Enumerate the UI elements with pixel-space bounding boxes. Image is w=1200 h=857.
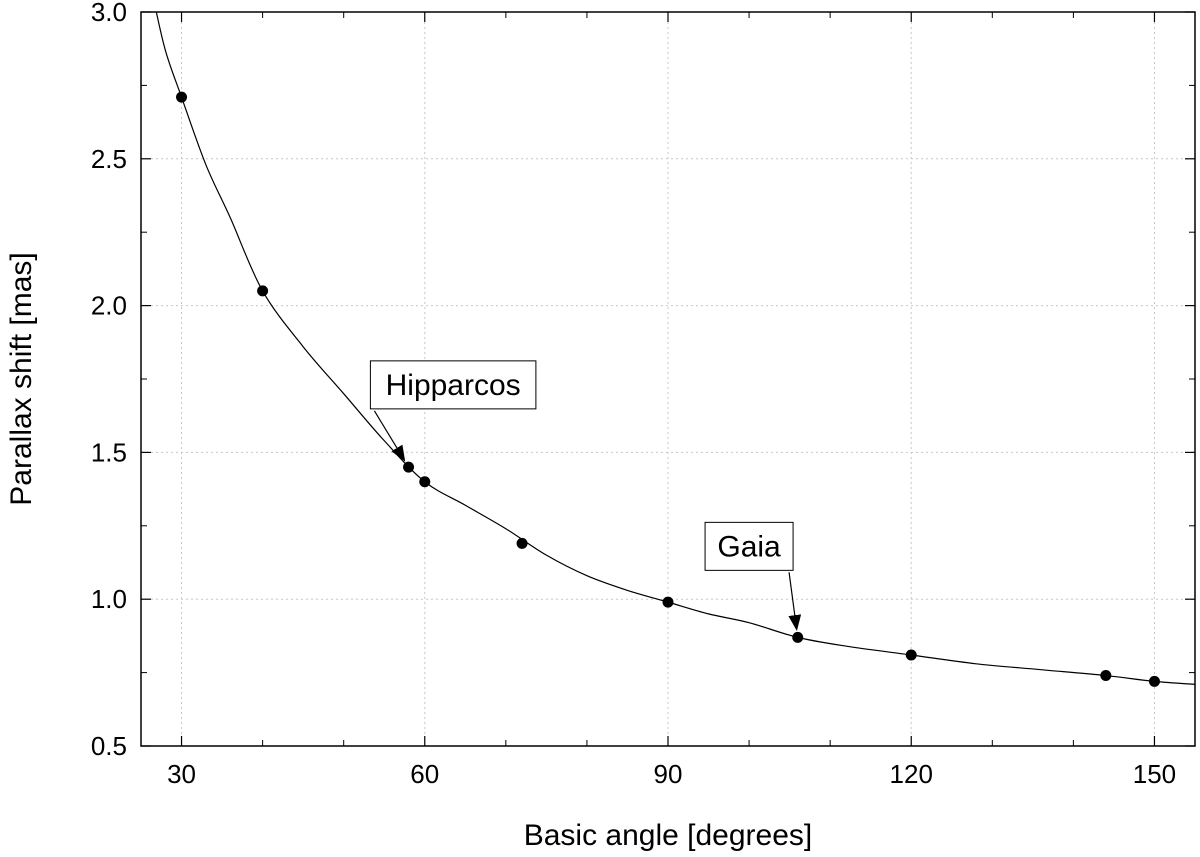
grid-lines xyxy=(141,12,1195,746)
data-point xyxy=(1148,675,1160,687)
x-axis-title: Basic angle [degrees] xyxy=(524,819,813,852)
y-tick-label: 1.5 xyxy=(91,437,127,467)
x-tick-label: 30 xyxy=(167,759,196,789)
axis-ticks xyxy=(141,11,1195,747)
plot-frame xyxy=(140,11,1196,747)
annotation-gaia: Gaia xyxy=(704,521,802,632)
annotation-box xyxy=(369,360,537,410)
data-point xyxy=(905,649,917,661)
annotations: Hipparcos Gaia xyxy=(369,360,802,632)
annotation-label: Gaia xyxy=(717,530,781,563)
data-point xyxy=(662,596,674,608)
fit-curve xyxy=(155,12,1195,685)
y-tick-label: 2.5 xyxy=(91,144,127,174)
annotation-label: Hipparcos xyxy=(386,369,521,402)
y-tick-label: 0.5 xyxy=(91,731,127,761)
data-point xyxy=(257,285,269,297)
annotation-hipparcos: Hipparcos xyxy=(369,360,537,462)
x-tick-label: 60 xyxy=(410,759,439,789)
data-point xyxy=(419,476,431,488)
data-point xyxy=(176,91,188,103)
annotation-box xyxy=(704,521,794,571)
y-axis-title: Parallax shift [mas] xyxy=(5,252,38,505)
x-tick-label: 120 xyxy=(890,759,933,789)
x-tick-label: 150 xyxy=(1133,759,1176,789)
data-point xyxy=(516,537,528,549)
y-tick-label: 2.0 xyxy=(91,291,127,321)
data-points xyxy=(176,91,1160,687)
tick-labels: 30 60 90 120 150 0.5 1.0 1.5 2.0 2.5 3.0 xyxy=(91,0,1176,789)
x-tick-label: 90 xyxy=(654,759,683,789)
annotation-arrow xyxy=(788,572,802,632)
data-point xyxy=(403,461,415,473)
annotation-arrow xyxy=(373,410,406,462)
data-point xyxy=(1100,670,1112,682)
data-point xyxy=(792,631,804,643)
fit-curve-group xyxy=(155,12,1195,685)
y-tick-label: 3.0 xyxy=(91,0,127,27)
y-tick-label: 1.0 xyxy=(91,584,127,614)
